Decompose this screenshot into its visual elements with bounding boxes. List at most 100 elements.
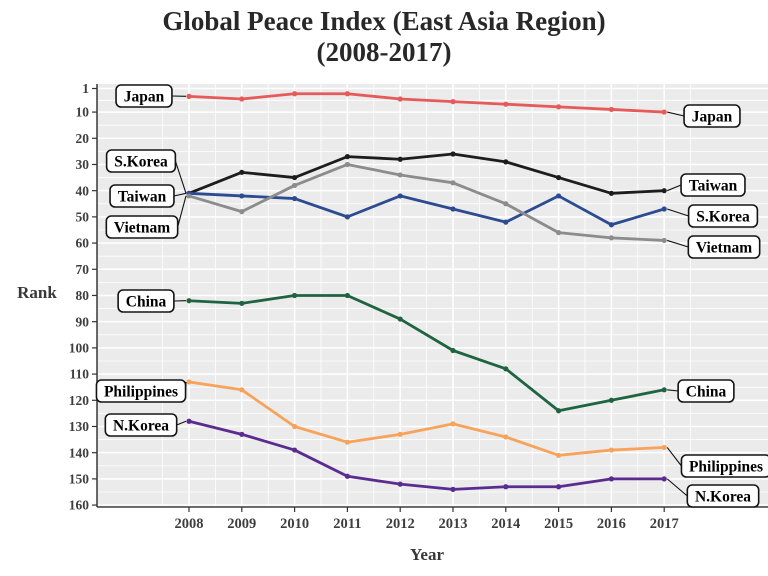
y-tick-label: 90 — [76, 314, 90, 329]
data-point — [292, 447, 298, 453]
series-line-Vietnam — [187, 163, 666, 242]
data-point — [661, 387, 667, 393]
data-point — [186, 298, 192, 304]
x-tick-label: 2012 — [386, 516, 415, 532]
series-label-box — [105, 149, 177, 173]
series-label-Japan-right: Japan — [683, 104, 741, 128]
label-connector — [666, 478, 688, 497]
data-point — [503, 484, 509, 490]
data-point — [397, 156, 403, 162]
data-point — [450, 347, 456, 354]
y-tick-label: 30 — [76, 157, 90, 172]
label-connector — [667, 239, 689, 248]
data-point — [450, 486, 456, 492]
series-label-text: N.Korea — [113, 417, 169, 434]
y-tick-label: 110 — [69, 367, 89, 382]
data-point — [292, 182, 298, 189]
label-connector — [177, 195, 187, 228]
data-point — [661, 237, 667, 244]
data-point — [556, 193, 562, 199]
series-line-Philippines — [187, 380, 666, 457]
x-axis-title: Year — [410, 545, 444, 564]
data-point — [292, 174, 298, 181]
data-point — [556, 174, 562, 181]
series-label-text: S.Korea — [114, 153, 168, 170]
series-label-text: Japan — [124, 88, 165, 105]
data-point — [239, 193, 245, 199]
data-point — [239, 431, 245, 437]
series-points-Vietnam — [186, 161, 667, 244]
data-point — [186, 418, 192, 424]
y-tick-label: 40 — [76, 183, 90, 198]
data-point — [556, 104, 562, 110]
data-point — [661, 109, 667, 115]
series-label-box — [95, 379, 187, 403]
series-label-text: S.Korea — [696, 208, 750, 225]
y-tick-label: 100 — [69, 340, 90, 355]
data-point — [450, 421, 456, 427]
data-point — [344, 439, 350, 445]
data-point — [450, 180, 456, 186]
y-tick-label: 120 — [69, 393, 90, 408]
series-label-text: Vietnam — [696, 239, 752, 256]
series-points-S.Korea — [186, 190, 667, 228]
series-line-Taiwan — [187, 152, 666, 195]
series-label-N.Korea-left: N.Korea — [104, 413, 178, 437]
data-point — [239, 96, 245, 102]
series-label-Vietnam-right: Vietnam — [687, 235, 761, 259]
data-point — [397, 96, 403, 102]
data-point — [344, 154, 350, 160]
label-connector — [666, 447, 682, 467]
label-connector — [173, 192, 187, 197]
series-line-N.Korea — [187, 419, 666, 491]
series-label-text: Taiwan — [118, 188, 167, 205]
y-axis-title: Rank — [17, 283, 57, 302]
data-point — [661, 476, 667, 482]
data-point — [608, 222, 615, 228]
y-tick-label: 50 — [76, 209, 90, 224]
data-point — [397, 431, 403, 437]
data-point — [503, 219, 509, 225]
y-tick-label: 70 — [76, 262, 90, 277]
series-label-N.Korea-right: N.Korea — [686, 484, 760, 508]
x-tick-label: 2015 — [544, 516, 573, 532]
data-point — [239, 209, 245, 215]
series-label-Vietnam-left: Vietnam — [105, 215, 179, 239]
data-point — [556, 408, 562, 414]
data-point — [397, 316, 403, 322]
series-label-box — [686, 484, 760, 508]
x-tick-label: 2009 — [227, 516, 256, 532]
data-point — [608, 190, 615, 196]
data-point — [344, 292, 350, 299]
series-label-S.Korea-right: S.Korea — [687, 204, 759, 228]
data-point — [608, 397, 615, 403]
data-point — [239, 169, 245, 175]
series-points-Japan — [186, 91, 667, 115]
x-tick-label: 2008 — [175, 516, 204, 532]
label-connector — [666, 184, 682, 192]
data-point — [661, 188, 667, 194]
series-label-China-right: China — [677, 379, 735, 403]
x-tick-label: 2016 — [597, 516, 626, 532]
y-tick-label: 1 — [82, 81, 89, 96]
series-points-Philippines — [186, 379, 667, 458]
series-label-box — [115, 84, 173, 108]
data-point — [503, 159, 509, 165]
series-points-Taiwan — [186, 151, 667, 196]
series-label-text: Vietnam — [114, 219, 170, 236]
label-connector — [667, 208, 689, 217]
data-point — [292, 423, 298, 430]
data-point — [397, 193, 403, 199]
data-point — [503, 434, 509, 440]
data-point — [503, 101, 509, 107]
y-tick-label: 10 — [76, 105, 90, 120]
series-label-box — [109, 184, 175, 208]
y-tick-label: 80 — [76, 288, 90, 303]
x-tick-label: 2013 — [439, 516, 468, 532]
series-label-text: Taiwan — [689, 177, 738, 194]
series-lines — [186, 91, 667, 492]
series-labels: Japan Japan Taiwan Taiwan S.Korea S.Korea Viet… — [95, 84, 768, 508]
y-tick-label: 150 — [69, 471, 90, 486]
data-point — [450, 206, 456, 212]
